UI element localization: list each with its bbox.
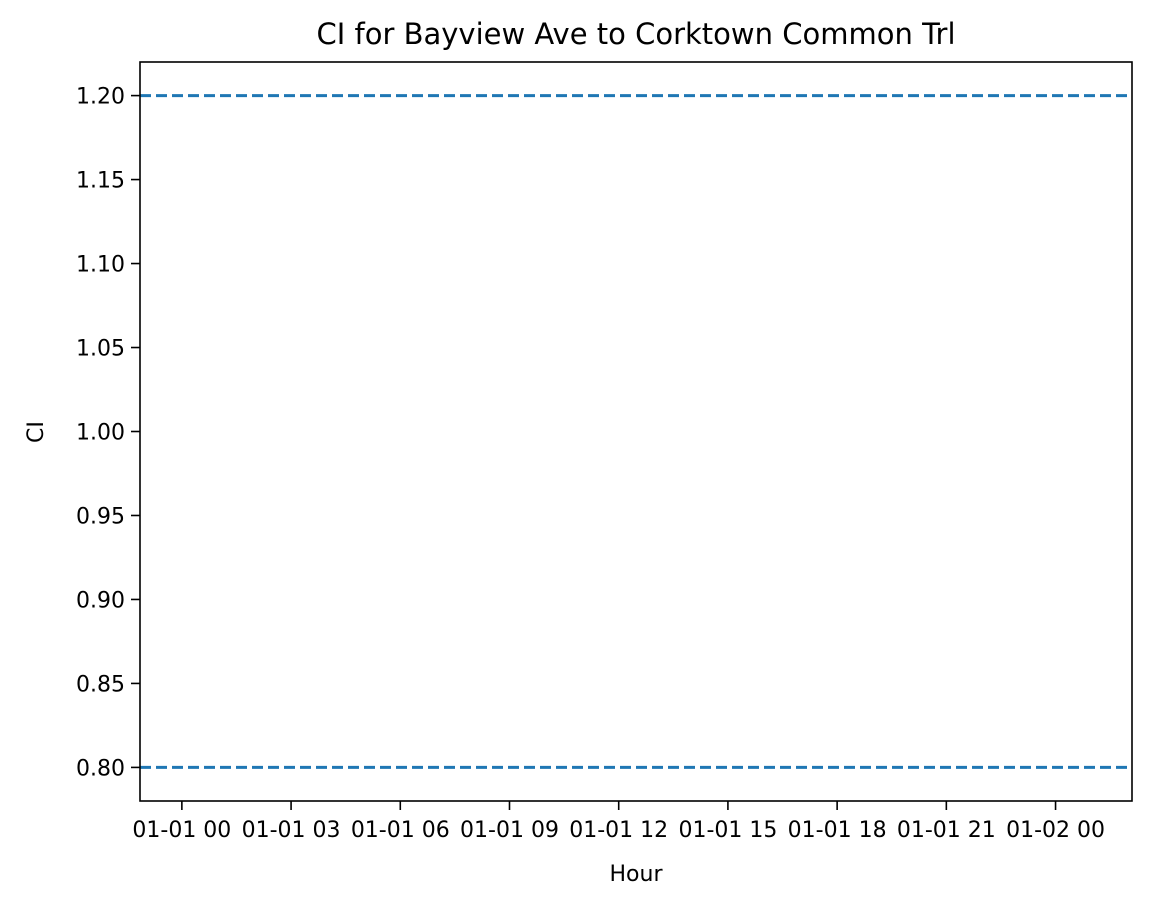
x-tick-label: 01-01 15 xyxy=(678,818,777,843)
x-tick-label: 01-01 18 xyxy=(788,818,887,843)
chart-title: CI for Bayview Ave to Corktown Common Tr… xyxy=(316,17,955,51)
y-tick-label: 0.85 xyxy=(76,672,125,697)
x-tick-label: 01-01 06 xyxy=(351,818,450,843)
y-axis-label: CI xyxy=(24,421,49,443)
y-tick-label: 1.15 xyxy=(76,169,125,194)
y-axis: 0.80 0.85 0.90 0.95 1.00 1.05 1.10 1.15 1.20 xyxy=(76,85,140,781)
plot-frame xyxy=(139,61,1133,802)
plot-area xyxy=(140,62,1132,801)
y-tick-label: 1.10 xyxy=(76,253,125,278)
x-tick-label: 01-02 00 xyxy=(1006,818,1105,843)
x-axis: 01-01 00 01-01 03 01-01 06 01-01 09 01-01 12… xyxy=(132,801,1105,843)
x-tick-label: 01-01 09 xyxy=(460,818,559,843)
x-tick-label: 01-01 03 xyxy=(242,818,341,843)
y-tick-label: 1.00 xyxy=(76,421,125,446)
y-tick-label: 0.90 xyxy=(76,588,125,613)
x-tick-label: 01-01 21 xyxy=(897,818,996,843)
x-tick-label: 01-01 00 xyxy=(132,818,231,843)
y-tick-label: 0.95 xyxy=(76,504,125,529)
reference-lines xyxy=(140,94,1132,769)
y-tick-label: 1.05 xyxy=(76,337,125,362)
x-tick-label: 01-01 12 xyxy=(569,818,668,843)
y-tick-label: 0.80 xyxy=(76,756,125,781)
x-axis-label: Hour xyxy=(610,862,664,887)
y-tick-label: 1.20 xyxy=(76,85,125,110)
